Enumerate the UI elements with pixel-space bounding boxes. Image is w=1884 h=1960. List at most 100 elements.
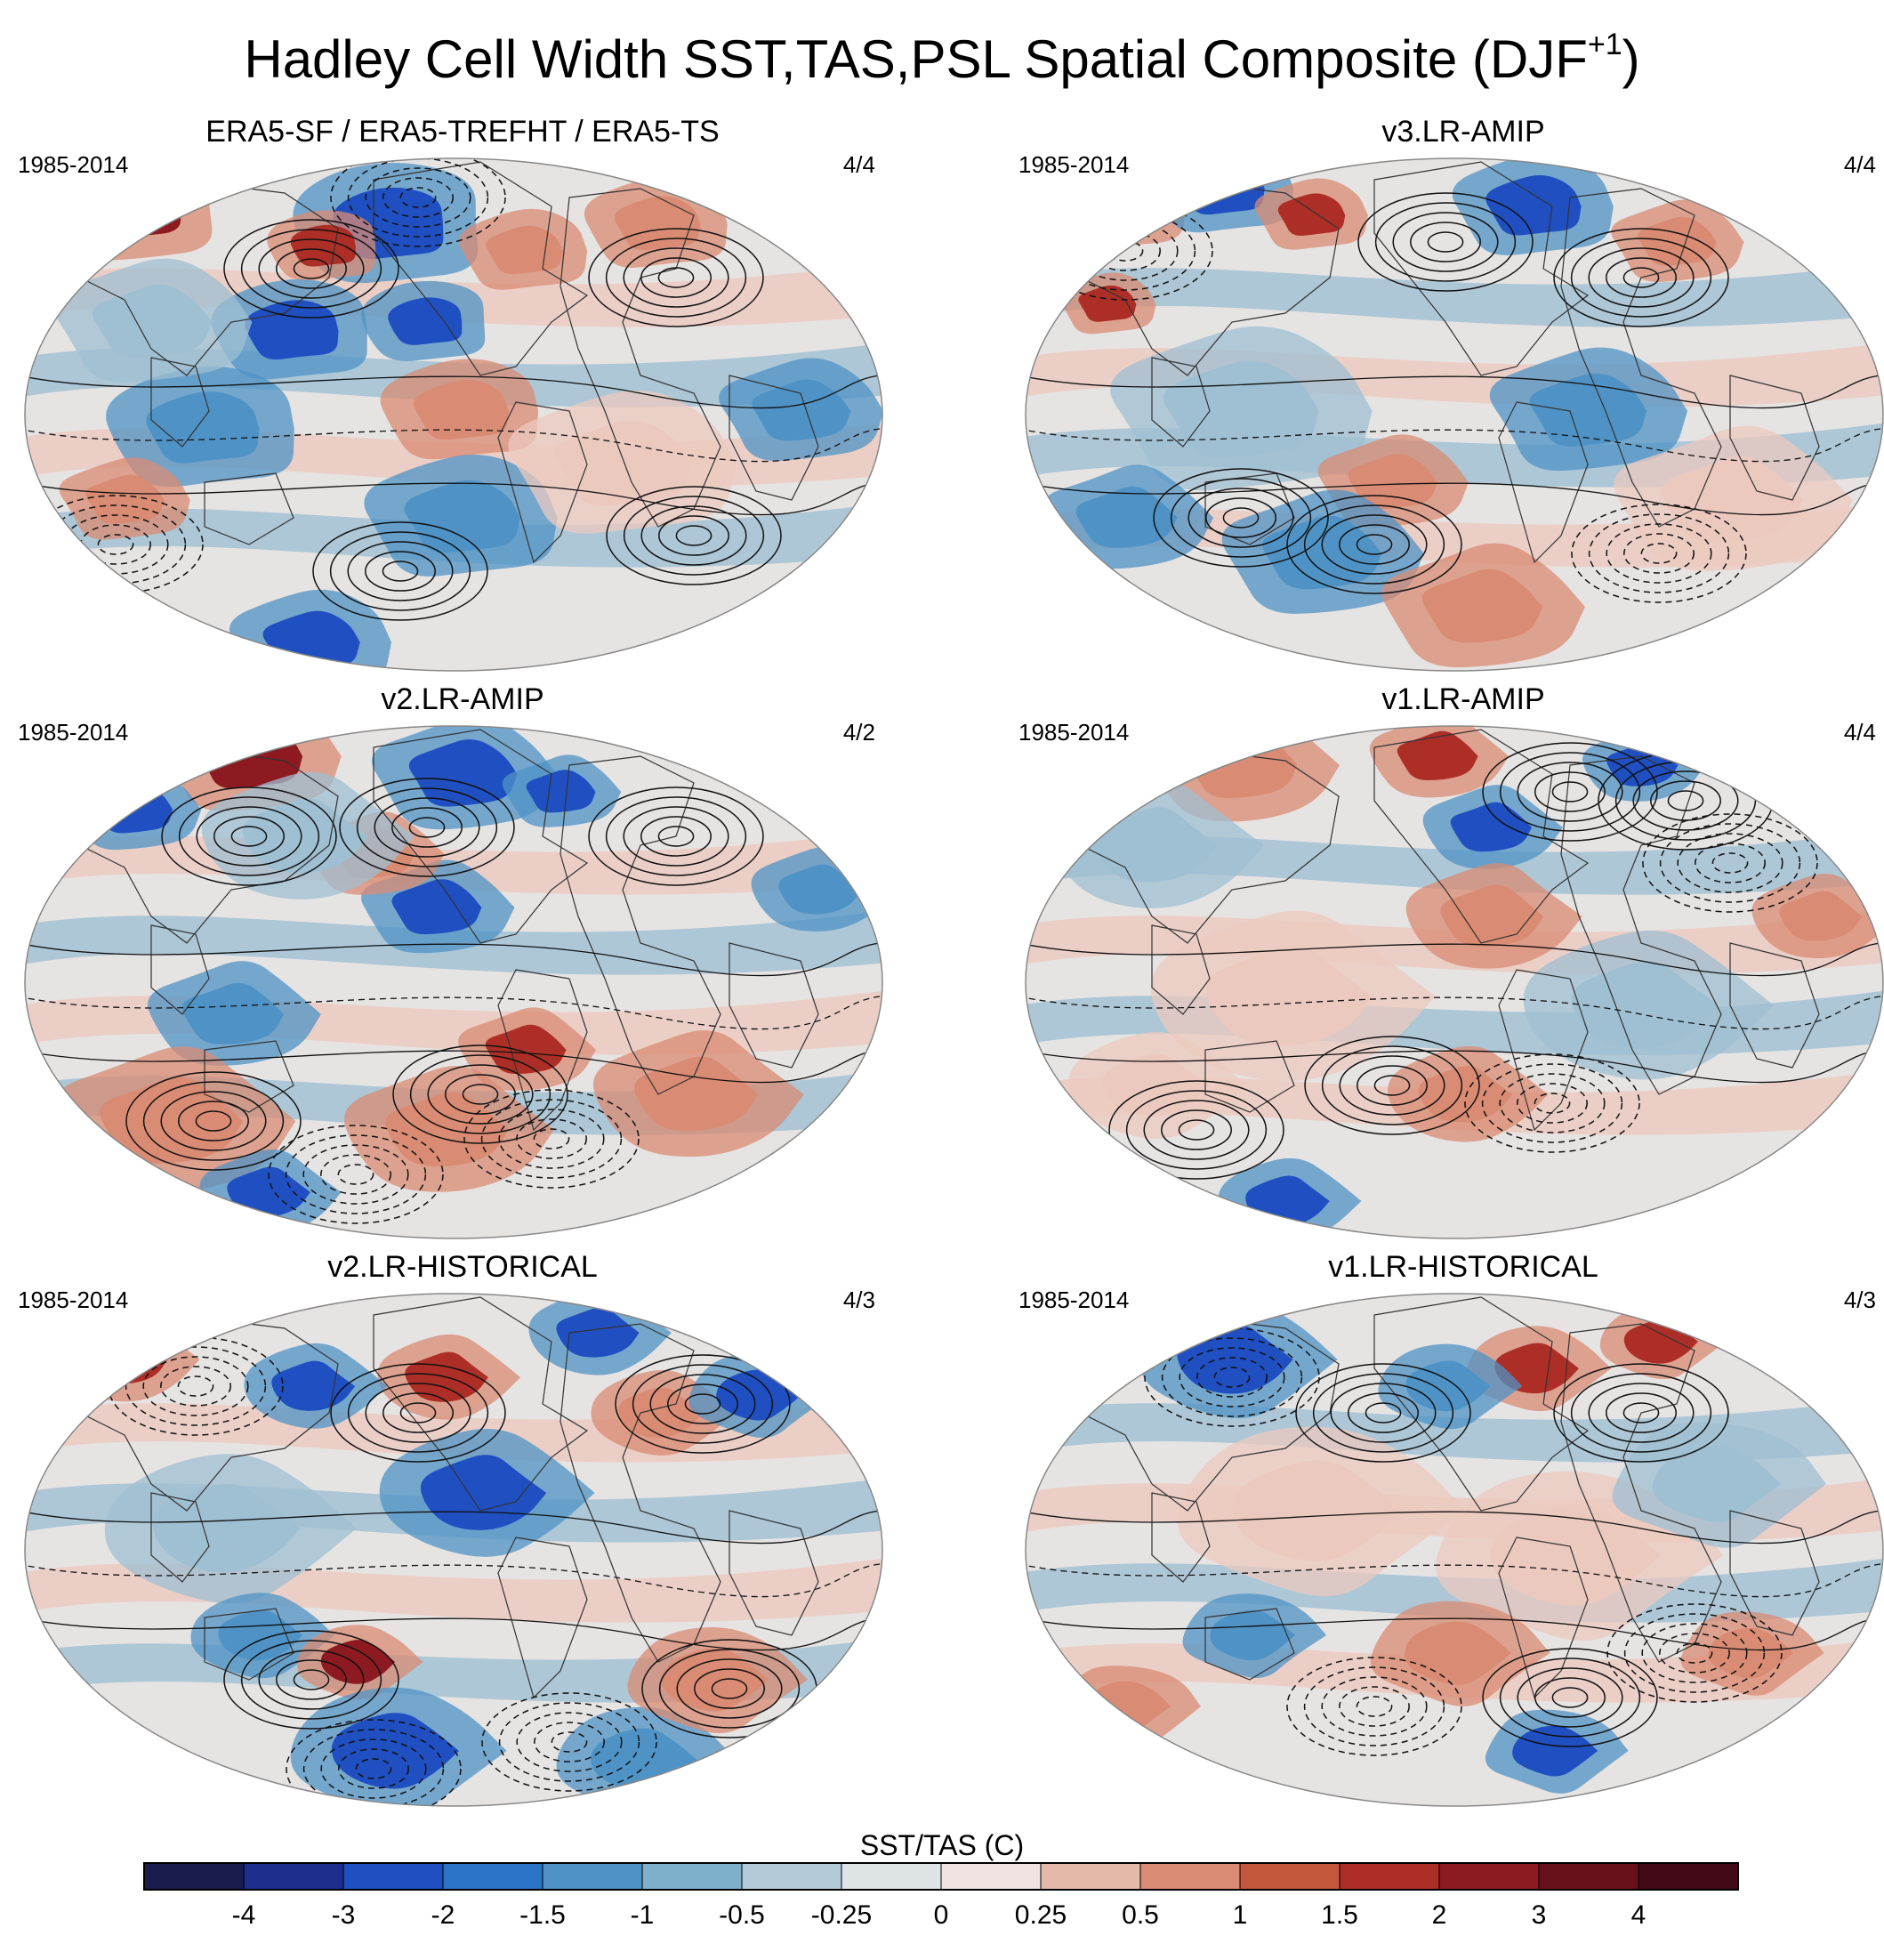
colorbar-tick-label: -0.5 [719,1900,765,1930]
psl-contour [1482,1648,1658,1747]
psl-contour [25,480,882,516]
psl-contour [285,1134,427,1214]
coastline [1373,161,1590,376]
coastline [1498,401,1589,564]
psl-contour [1170,478,1312,558]
psl-contour [338,1748,409,1789]
anomaly-core [1405,1360,1491,1412]
psl-contour [657,826,695,847]
anomaly-core [290,224,356,267]
psl-contour [1108,1080,1284,1180]
anomaly-region [1042,159,1186,250]
psl-contour [427,1064,534,1125]
anomaly-region [43,158,213,261]
anomaly-core [1277,193,1346,236]
psl-contour [399,187,437,208]
colorbar-tick-label: -0.25 [811,1900,872,1930]
anomaly-core [554,420,692,506]
coastline [1151,357,1211,448]
psl-contour [1356,1696,1393,1717]
psl-contour [1205,497,1276,538]
anomaly-core [1450,802,1533,852]
psl-contour [276,1659,347,1700]
coastline [1560,188,1722,528]
psl-contour [516,1712,623,1772]
psl-contour [320,1738,427,1799]
psl-contour [347,158,489,238]
psl-contour [1588,513,1730,593]
psl-contour [97,534,134,555]
map-outline [24,157,883,672]
psl-contour [1026,1048,1883,1084]
psl-contour [374,797,480,858]
anomaly-core [1179,160,1265,215]
colorbar-tick-label: 4 [1631,1900,1646,1930]
psl-contour [1553,1363,1729,1463]
psl-contour [1534,771,1606,812]
map-field [1026,1294,1883,1806]
anomaly-core [1421,569,1543,643]
colorbar-tick-label: 1.5 [1321,1900,1358,1930]
coastline [150,924,210,1015]
coastline [1204,472,1295,545]
map-panel-v2-lr-historical: v2.LR-HISTORICAL 1985-2014 4/3 [18,1249,907,1819]
colorbar-swatch [841,1863,941,1890]
psl-contour [1588,247,1695,308]
panel-ratio: 4/4 [1843,719,1876,746]
anomaly-core [92,284,213,359]
psl-contour [1499,1658,1641,1738]
coastline [1373,729,1590,944]
psl-contour [240,229,382,309]
map-field [1026,158,1883,671]
coastline [1204,1040,1295,1113]
map-field [25,158,882,671]
psl-contour [640,257,712,298]
psl-contour [25,1509,882,1545]
psl-contour [286,1719,462,1806]
psl-contour [605,238,747,318]
psl-contour [1286,1657,1462,1756]
anomaly-core [1652,1446,1781,1522]
anomaly-core [1232,1460,1403,1561]
coastline [79,1314,339,1512]
world-map [1025,1293,1884,1807]
psl-contour [676,1658,783,1719]
psl-contour [1499,752,1641,832]
psl-contour [1026,427,1883,463]
psl-contour [658,515,729,556]
psl-contour [533,1128,570,1149]
psl-contour [1026,1562,1883,1598]
colorbar-tick-label: -1.5 [519,1900,566,1930]
psl-contour [1551,781,1589,803]
coastline [150,1492,210,1583]
colorbar-tick-label: 2 [1432,1900,1447,1930]
psl-contour [1659,1633,1730,1674]
psl-contour [1640,543,1678,564]
psl-contour [365,1383,471,1443]
colorbar-swatch [1340,1863,1439,1890]
psl-contour [1517,1083,1588,1124]
psl-contour [302,1729,445,1806]
map-field [25,1294,882,1806]
psl-contour [293,258,330,279]
psl-contour [1303,1666,1445,1746]
psl-contour [1348,1392,1419,1433]
figure-title-text: Hadley Cell Width SST,TAS,PSL Spatial Co… [244,29,1588,89]
panel-title: v2.LR-HISTORICAL [327,1250,598,1284]
psl-contour [1570,1373,1712,1453]
map-outline [24,1293,883,1807]
coastline [1373,1296,1590,1512]
map-outline [1025,1293,1884,1807]
colorbar-swatch [1140,1863,1240,1890]
anomaly-region [67,767,202,851]
figure-title: Hadley Cell Width SST,TAS,PSL Spatial Co… [0,20,1884,100]
coastline [560,755,721,1095]
psl-contour [25,1048,882,1084]
coastline [1151,924,1211,1015]
anomaly-core [152,1484,301,1573]
colorbar-tick-label: 1 [1233,1900,1248,1930]
coastline [204,472,294,545]
anomaly-core [1512,1725,1598,1777]
world-map [1025,157,1884,672]
anomaly-core [1571,961,1719,1049]
